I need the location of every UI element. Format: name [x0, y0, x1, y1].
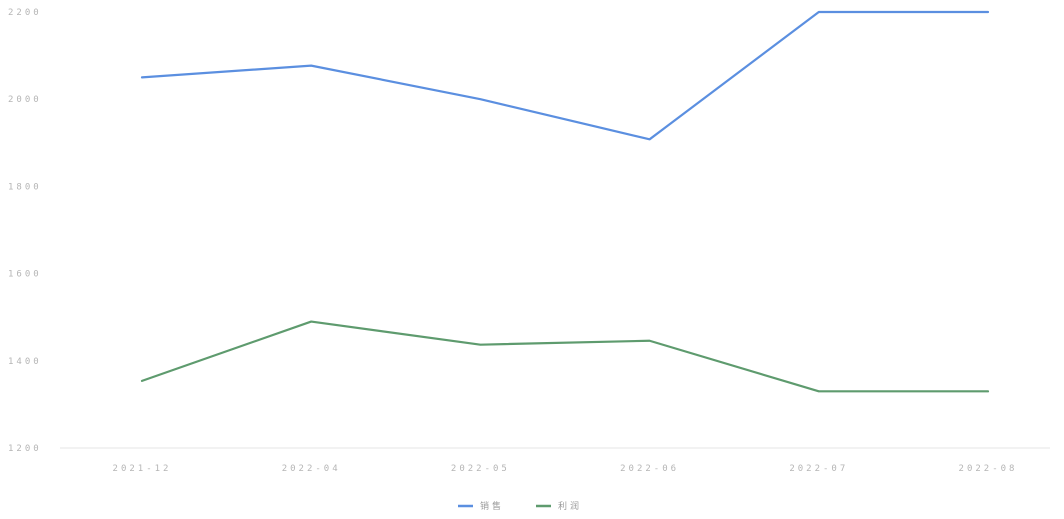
x-tick-label: 2022-06: [620, 464, 679, 474]
x-tick-label: 2022-04: [282, 464, 341, 474]
series-line-1: [142, 12, 988, 139]
y-tick-label: 1600: [8, 270, 42, 280]
y-tick-label: 1200: [8, 444, 42, 454]
y-tick-label: 2000: [8, 95, 42, 105]
legend-item-1[interactable]: 销售: [458, 500, 504, 512]
legend-label: 销售: [480, 500, 504, 512]
x-tick-label: 2022-07: [789, 464, 848, 474]
legend[interactable]: 销售 利润: [458, 500, 582, 512]
series-lines: [142, 12, 988, 391]
x-tick-label: 2021-12: [113, 464, 172, 474]
y-axis: 1200 1400 1600 1800 2000 2200: [8, 8, 42, 454]
x-tick-label: 2022-05: [451, 464, 510, 474]
legend-item-2[interactable]: 利润: [536, 500, 582, 512]
series-line-2: [142, 322, 988, 392]
y-tick-label: 2200: [8, 8, 42, 18]
y-tick-label: 1400: [8, 357, 42, 367]
x-axis: 2021-12 2022-04 2022-05 2022-06 2022-07 2022-…: [113, 464, 1018, 474]
y-tick-label: 1800: [8, 182, 42, 192]
x-tick-label: 2022-08: [959, 464, 1018, 474]
legend-label: 利润: [558, 500, 582, 512]
